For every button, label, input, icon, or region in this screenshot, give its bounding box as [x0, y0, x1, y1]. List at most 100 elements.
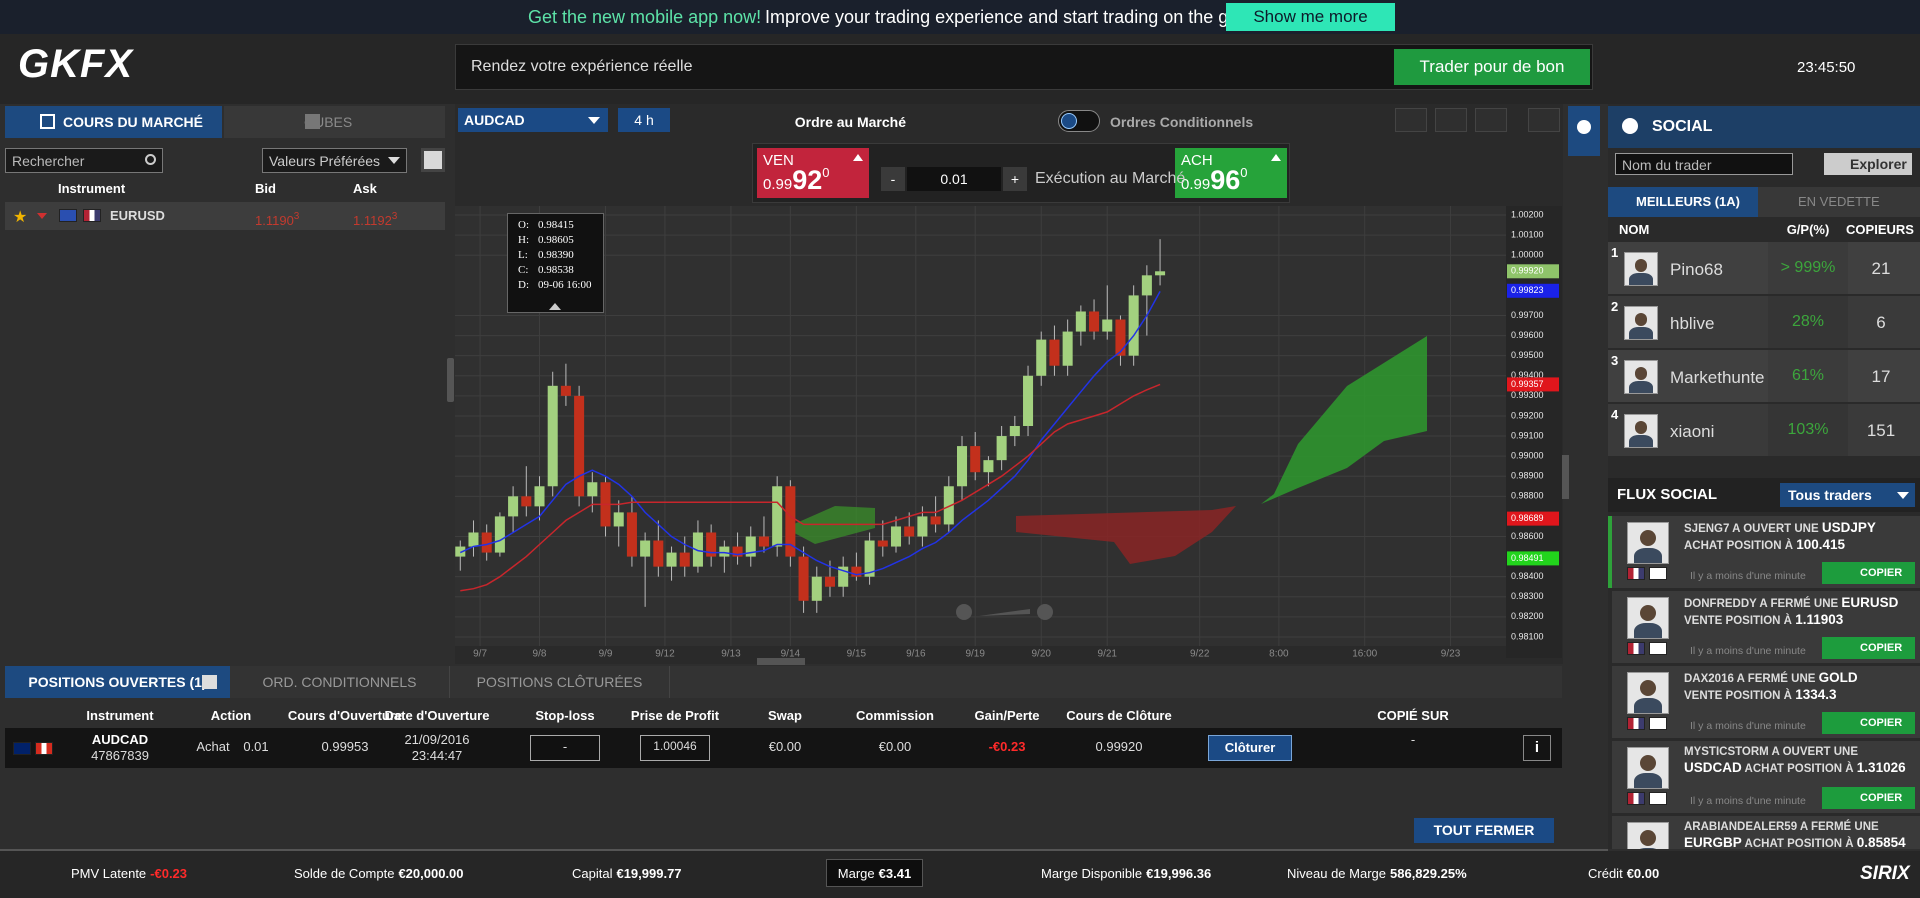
x-tick-label: 8:00 [1269, 649, 1289, 658]
tooltip-value: 0.98390 [538, 249, 574, 261]
x-tick-label: 9/14 [781, 649, 801, 658]
candle-body [653, 540, 664, 567]
status-item: Niveau de Marge 586,829.25% [1287, 866, 1467, 881]
y-tick-label: 0.99300 [1511, 390, 1544, 400]
trader-avatar [1627, 522, 1669, 564]
bid-price: 1.11903 [255, 211, 299, 228]
x-tick-label: 9/16 [906, 649, 926, 658]
trader-avatar [1624, 252, 1658, 286]
qty-input[interactable]: 0.01 [907, 167, 1001, 191]
positions-tab[interactable]: POSITIONS OUVERTES (1) [5, 666, 230, 698]
execution-label: Exécution au Marché [1035, 170, 1186, 187]
trader-avatar [1627, 672, 1669, 714]
close-all-button[interactable]: TOUT FERMER [1414, 818, 1554, 843]
market-row[interactable]: ★ EURUSD 1.11903 1.11923 [5, 202, 445, 230]
tooltip-value: 0.98538 [538, 264, 574, 276]
chart-tool-button[interactable] [1435, 108, 1467, 132]
feed-mid: VENTE POSITION À [1684, 690, 1792, 702]
feed-lead: DONFREDDY A FERMÉ UNE [1684, 598, 1839, 610]
explore-button[interactable]: Explorer [1824, 153, 1912, 175]
timeframe-select[interactable]: 4 h [618, 108, 670, 132]
avatar-head [1634, 366, 1648, 380]
trader-rank: 1 [1611, 245, 1619, 260]
chart-tool-button[interactable] [1528, 108, 1560, 132]
trader-row[interactable]: 1 Pino68 > 999% 21 [1608, 242, 1920, 294]
market-column-header: Bid [255, 181, 276, 196]
positions-tab[interactable]: POSITIONS CLÔTURÉES [450, 666, 670, 698]
tooltip-value: 0.98605 [538, 234, 574, 246]
ichimoku-cloud [1261, 336, 1427, 504]
ask-main: 1.1192 [353, 213, 392, 228]
stop-loss-input[interactable] [530, 735, 600, 761]
market-tab[interactable]: CUBES [224, 106, 445, 138]
tooltip-value: 0.98415 [538, 219, 574, 231]
filter-value: Valeurs Préférées [269, 153, 381, 169]
candle-body [574, 395, 585, 497]
price-marker [1507, 551, 1559, 566]
trader-gain: > 999% [1780, 259, 1836, 276]
take-profit-input[interactable] [640, 735, 710, 761]
trader-row[interactable]: 4 xiaoni 103% 151 [1608, 404, 1920, 456]
sell-button[interactable]: VEN 0.99920 [757, 148, 869, 198]
trader-rank: 4 [1611, 407, 1619, 422]
chart-tool-button[interactable] [1475, 108, 1507, 132]
y-tick-label: 1.00000 [1511, 250, 1544, 260]
instrument-select[interactable]: AUDCAD [458, 108, 608, 132]
chart-bottom-handle[interactable] [757, 658, 805, 665]
copy-button[interactable]: COPIER [1822, 562, 1915, 584]
positions-tab[interactable]: ORD. CONDITIONNELS [230, 666, 450, 698]
avatar-head [1640, 830, 1656, 847]
promo-banner: Get the new mobile app now! Improve your … [0, 0, 1920, 34]
ichimoku-cloud [1016, 506, 1236, 564]
candle-body [917, 516, 928, 537]
tooltip-key: L: [518, 249, 528, 261]
x-tick-label: 9/7 [473, 649, 487, 658]
zoom-in [1037, 604, 1053, 620]
trader-row[interactable]: 2 hblive 28% 6 [1608, 296, 1920, 348]
info-button[interactable]: i [1523, 735, 1551, 761]
trader-search[interactable]: Nom du trader [1615, 153, 1793, 175]
list-view-button[interactable] [421, 148, 445, 172]
arrow-up [853, 154, 863, 161]
zoom-controls[interactable] [956, 604, 1053, 620]
candle-body [811, 576, 822, 601]
candle-body [719, 546, 730, 557]
feed-filter[interactable]: Tous traders [1780, 483, 1915, 507]
feed-symbol: USDJPY [1821, 520, 1876, 535]
position-close-price: 0.99920 [1095, 739, 1143, 754]
status-label: Solde de Compte [294, 866, 395, 881]
candle-body [1115, 319, 1126, 356]
qty-minus[interactable]: - [881, 167, 905, 191]
close-position-button[interactable]: Clôturer [1208, 735, 1292, 761]
chart-side-handle[interactable] [1562, 455, 1569, 499]
market-search[interactable]: Rechercher [5, 148, 163, 173]
positions-column-header: COPIÉ SUR [1377, 708, 1449, 723]
candle-body [983, 460, 994, 473]
order-type-toggle[interactable] [1058, 110, 1100, 132]
flag-icon [1649, 792, 1667, 805]
feed-symbol: EURGBP [1684, 835, 1742, 849]
avatar-head [1640, 530, 1656, 547]
buy-button[interactable]: ACH 0.99960 [1175, 148, 1287, 198]
trader-row[interactable]: 3 Markethunte 61% 17 [1608, 350, 1920, 402]
qty-plus[interactable]: + [1003, 167, 1027, 191]
promo-button[interactable]: Show me more [1226, 3, 1395, 31]
filter-caret [388, 157, 400, 164]
market-filter[interactable]: Valeurs Préférées [262, 148, 407, 173]
copy-button[interactable]: COPIER [1822, 787, 1915, 809]
x-tick-label: 9/21 [1098, 649, 1118, 658]
y-tick-label: 0.98100 [1511, 631, 1544, 641]
position-time: 23:44:47 [411, 748, 463, 763]
y-tick-label: 0.99500 [1511, 350, 1544, 360]
explore-tab[interactable]: EN VEDETTE [1758, 187, 1920, 217]
panel-collapse-handle[interactable] [447, 358, 454, 402]
status-value: €20,000.00 [398, 866, 464, 881]
explore-tab[interactable]: MEILLEURS (1A) [1608, 187, 1758, 217]
copy-button[interactable]: COPIER [1822, 712, 1915, 734]
cta-button[interactable]: Trader pour de bon [1394, 49, 1590, 85]
positions-column-header: Commission [855, 708, 934, 723]
chart-tool-button[interactable] [1395, 108, 1427, 132]
copy-button[interactable]: COPIER [1822, 637, 1915, 659]
market-tab[interactable]: COURS DU MARCHÉ [5, 106, 222, 138]
search-placeholder: Nom du trader [1622, 157, 1712, 173]
